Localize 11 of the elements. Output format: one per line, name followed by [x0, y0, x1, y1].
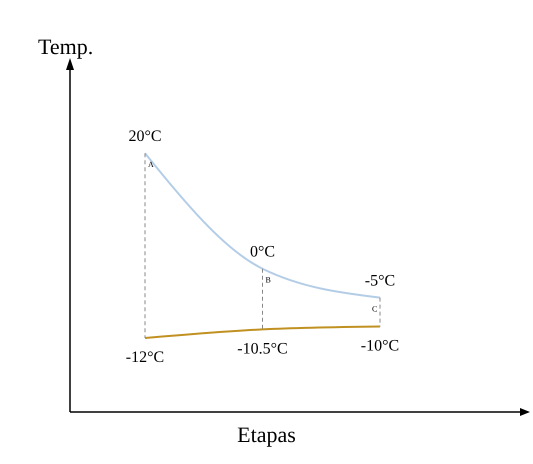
data-label: -10°C: [360, 338, 400, 354]
data-label: 20°C: [128, 128, 162, 146]
data-label: -5°C: [364, 272, 396, 290]
annotation: C: [372, 304, 378, 314]
x-axis-title: Etapas: [236, 422, 297, 448]
data-label: -10.5°C: [237, 340, 288, 358]
annotation: B: [266, 276, 271, 285]
data-label: 0°C: [250, 244, 276, 261]
annotation: A: [148, 160, 154, 170]
y-axis-title: Temp.: [38, 34, 94, 60]
data-label: -12°C: [126, 349, 164, 366]
